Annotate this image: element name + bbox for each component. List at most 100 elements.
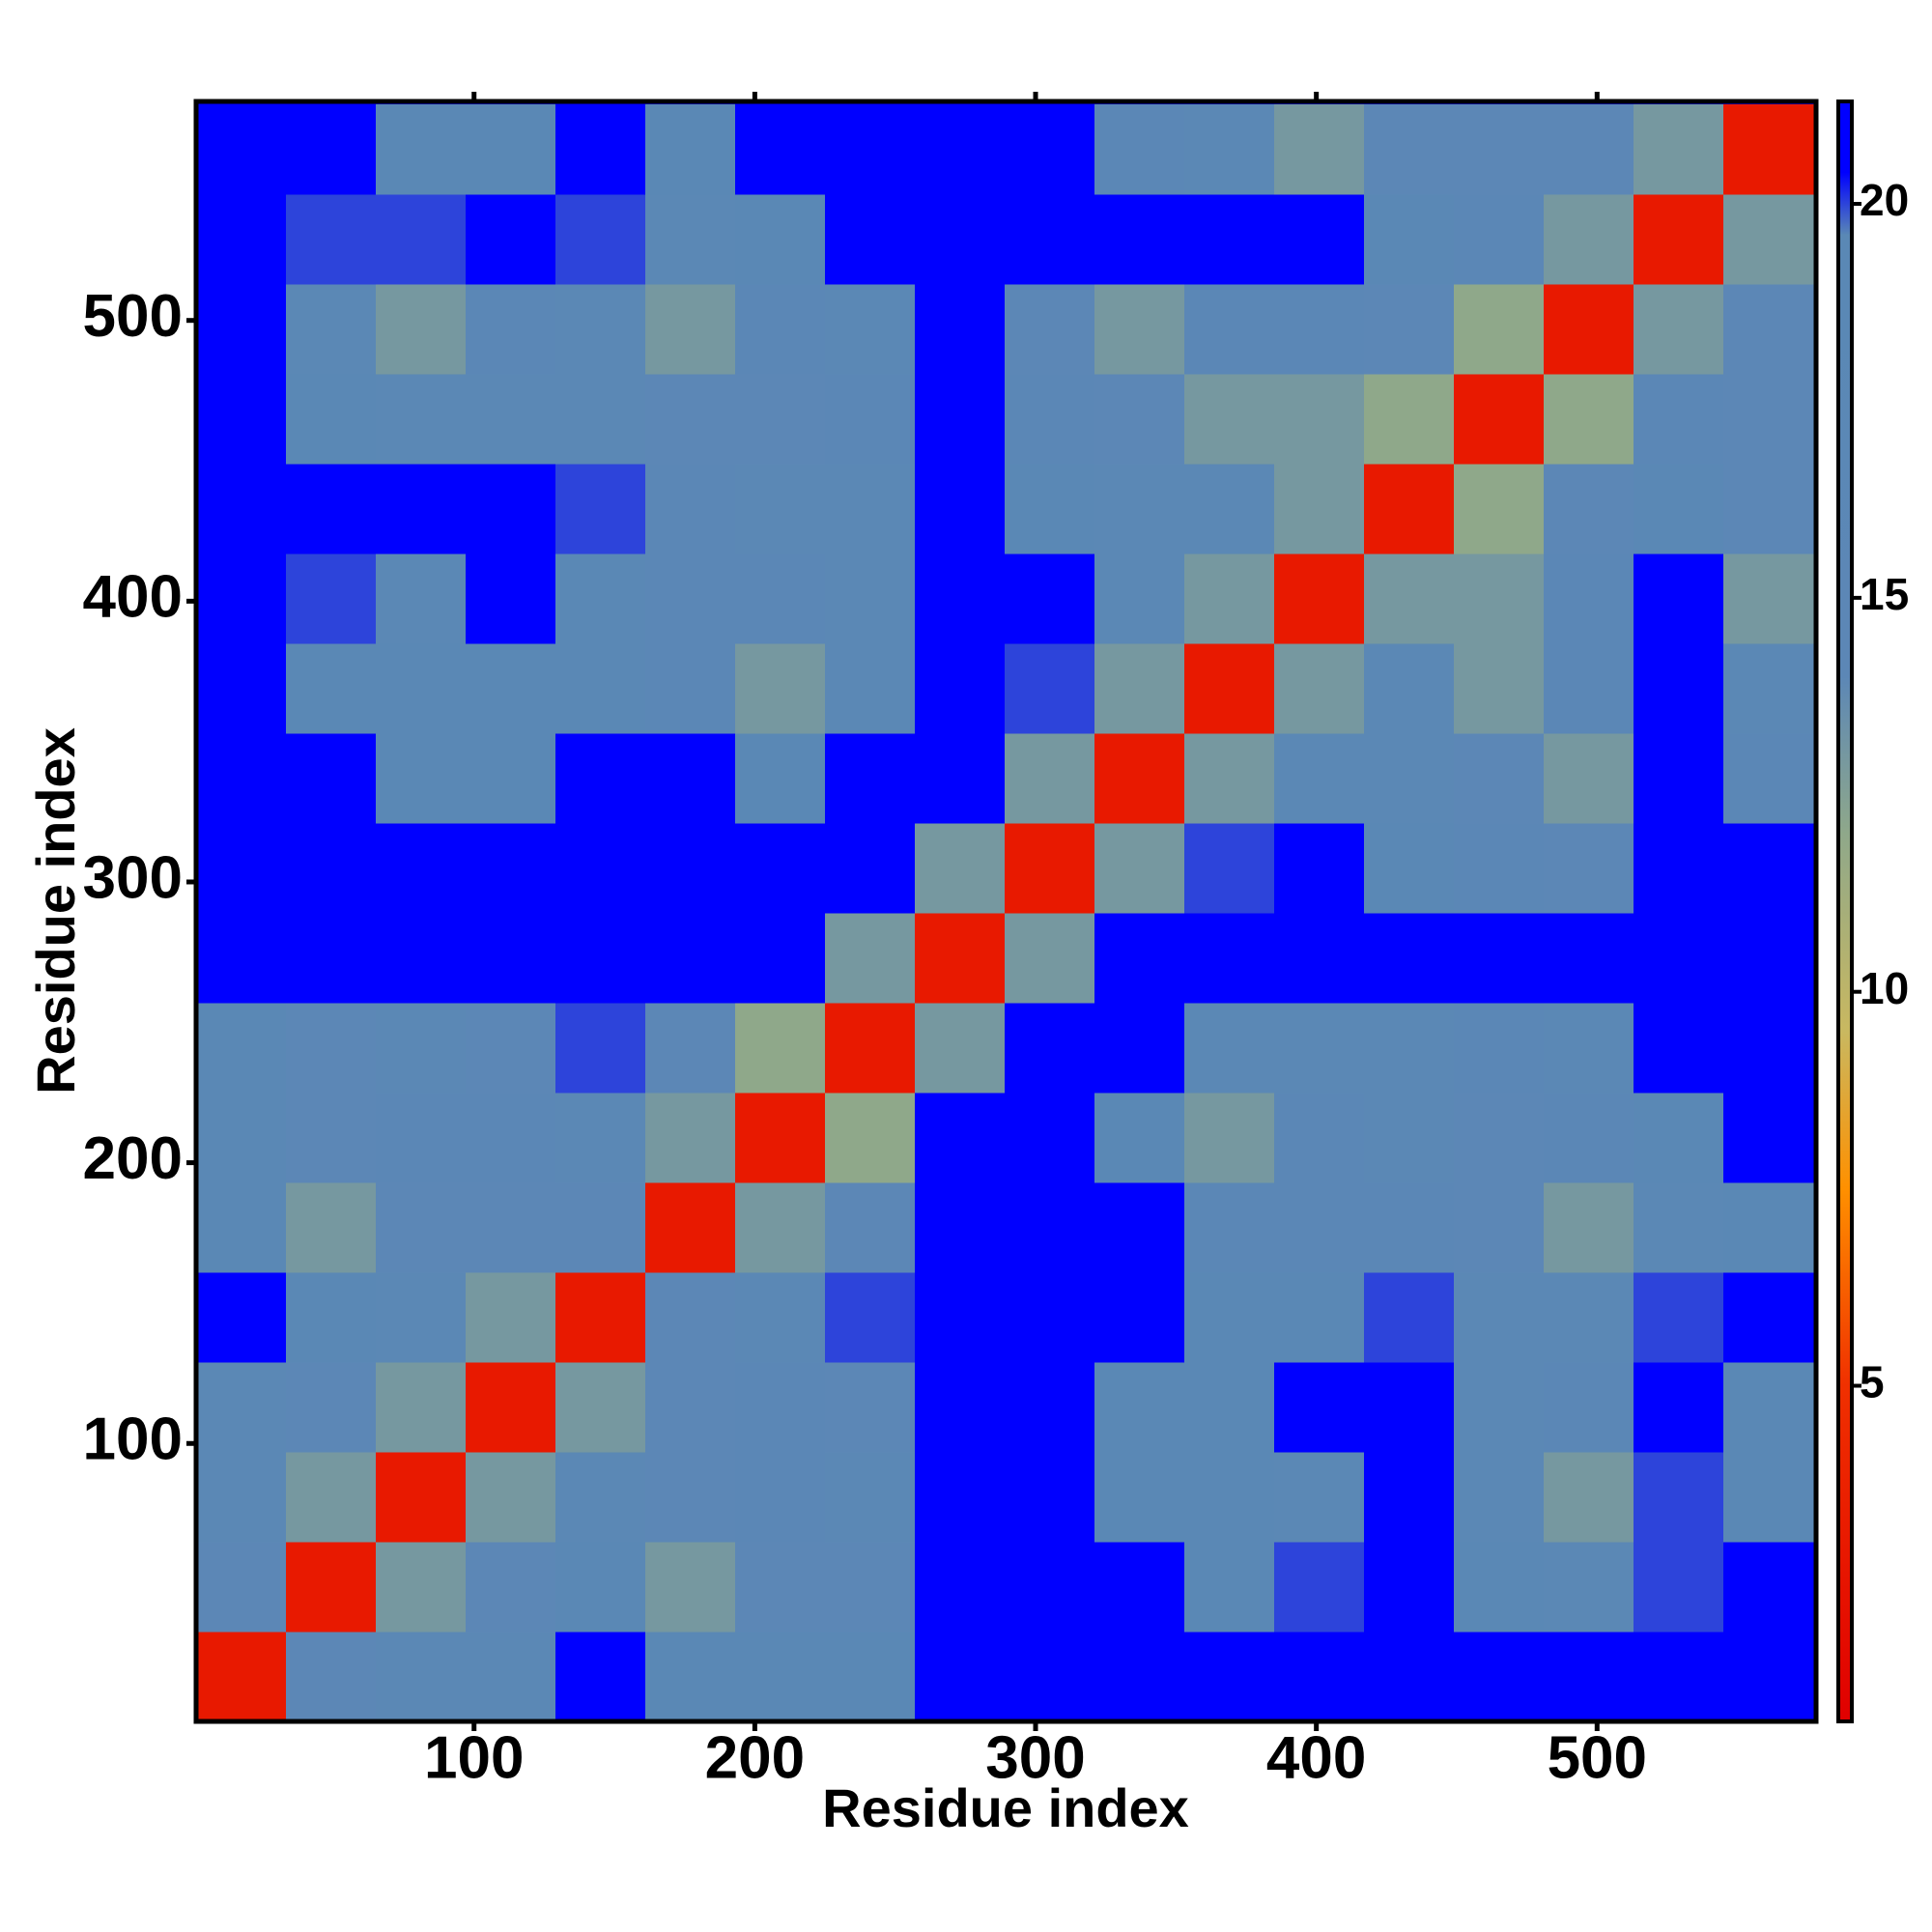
- heatmap-cell: [1544, 193, 1634, 285]
- heatmap-cell: [915, 642, 1006, 734]
- heatmap-cell: [1634, 822, 1724, 914]
- heatmap-cell: [1544, 1541, 1634, 1633]
- heatmap-cell: [825, 912, 916, 1004]
- heatmap-cell: [645, 283, 736, 375]
- heatmap-cell: [196, 103, 287, 195]
- heatmap-cell: [645, 1541, 736, 1633]
- x-tick-label: 500: [1548, 1724, 1647, 1791]
- heatmap-cell: [286, 1451, 377, 1543]
- heatmap-cell: [1544, 1631, 1634, 1722]
- heatmap-cell: [1005, 1271, 1095, 1363]
- heatmap-cell: [376, 1271, 467, 1363]
- heatmap-cell: [376, 1451, 467, 1543]
- heatmap-cell: [1364, 642, 1455, 734]
- heatmap-cell: [1723, 822, 1814, 914]
- heatmap-cell: [1094, 463, 1185, 554]
- heatmap-cell: [1274, 193, 1365, 285]
- heatmap-cell: [1274, 1092, 1365, 1183]
- heatmap-cell: [466, 463, 556, 554]
- heatmap-cell: [915, 553, 1006, 644]
- heatmap-cell: [1364, 283, 1455, 375]
- heatmap-cell: [1723, 373, 1814, 465]
- heatmap-cell: [1723, 732, 1814, 824]
- heatmap-cell: [1005, 373, 1095, 465]
- heatmap-cell: [1723, 1451, 1814, 1543]
- heatmap-cell: [1364, 193, 1455, 285]
- heatmap-cell: [196, 912, 287, 1004]
- heatmap-cell: [645, 103, 736, 195]
- heatmap-cell: [1364, 1181, 1455, 1273]
- heatmap-cell: [1364, 822, 1455, 914]
- heatmap-cell: [645, 553, 736, 644]
- heatmap-cell: [466, 193, 556, 285]
- heatmap-cell: [645, 463, 736, 554]
- heatmap-cell: [286, 283, 377, 375]
- heatmap-cell: [825, 1181, 916, 1273]
- x-axis-title: Residue index: [822, 1777, 1189, 1838]
- heatmap-cell: [1364, 463, 1455, 554]
- heatmap-cell: [555, 1002, 646, 1094]
- heatmap-cell: [1005, 732, 1095, 824]
- heatmap-cell: [1184, 1631, 1275, 1722]
- heatmap-cell: [1723, 1002, 1814, 1094]
- heatmap-cell: [466, 1451, 556, 1543]
- heatmap-cell: [376, 1541, 467, 1633]
- heatmap-cell: [1723, 103, 1814, 195]
- heatmap-cell: [1723, 1361, 1814, 1453]
- heatmap-cell: [286, 1002, 377, 1094]
- heatmap-cell: [1005, 1092, 1095, 1183]
- heatmap-cell: [1184, 1181, 1275, 1273]
- heatmap-cell: [286, 553, 377, 644]
- heatmap-cell: [825, 373, 916, 465]
- heatmap-cell: [825, 283, 916, 375]
- heatmap-cell: [196, 1541, 287, 1633]
- heatmap-cell: [825, 732, 916, 824]
- heatmap-cell: [1184, 373, 1275, 465]
- heatmap-cell: [466, 553, 556, 644]
- heatmap-cell: [1454, 822, 1545, 914]
- heatmap-cell: [196, 373, 287, 465]
- heatmap-cell: [825, 103, 916, 195]
- heatmap-cell: [915, 1541, 1006, 1633]
- heatmap-cell: [286, 1092, 377, 1183]
- heatmap-cell: [1094, 1361, 1185, 1453]
- heatmap-cell: [286, 463, 377, 554]
- heatmap-cell: [555, 283, 646, 375]
- heatmap-cell: [735, 822, 826, 914]
- heatmap-cell: [735, 1181, 826, 1273]
- heatmap: [196, 101, 1816, 1722]
- heatmap-cell: [466, 1271, 556, 1363]
- heatmap-cell: [1454, 193, 1545, 285]
- heatmap-cell: [1364, 912, 1455, 1004]
- heatmap-cell: [1274, 463, 1365, 554]
- heatmap-cell: [376, 553, 467, 644]
- heatmap-cell: [1274, 1631, 1365, 1722]
- heatmap-cell: [1005, 1002, 1095, 1094]
- heatmap-cell: [1454, 1631, 1545, 1722]
- heatmap-cell: [1723, 193, 1814, 285]
- heatmap-cell: [376, 193, 467, 285]
- heatmap-cell: [466, 283, 556, 375]
- heatmap-cell: [735, 1631, 826, 1722]
- heatmap-cell: [915, 1631, 1006, 1722]
- heatmap-cell: [1454, 642, 1545, 734]
- heatmap-cell: [1723, 1541, 1814, 1633]
- heatmap-cell: [1184, 732, 1275, 824]
- heatmap-cell: [1634, 1002, 1724, 1094]
- heatmap-cell: [1723, 553, 1814, 644]
- heatmap-cell: [1364, 1541, 1455, 1633]
- heatmap-cell: [1094, 193, 1185, 285]
- heatmap-cell: [1364, 1361, 1455, 1453]
- y-tick-label: 300: [83, 844, 183, 911]
- heatmap-cell: [645, 373, 736, 465]
- heatmap-cell: [825, 1541, 916, 1633]
- heatmap-cell: [196, 283, 287, 375]
- heatmap-cell: [555, 553, 646, 644]
- heatmap-cell: [466, 1631, 556, 1722]
- heatmap-cell: [915, 912, 1006, 1004]
- heatmap-cell: [1005, 553, 1095, 644]
- heatmap-cell: [915, 732, 1006, 824]
- colorbar: [1836, 99, 1854, 1723]
- heatmap-cell: [1005, 642, 1095, 734]
